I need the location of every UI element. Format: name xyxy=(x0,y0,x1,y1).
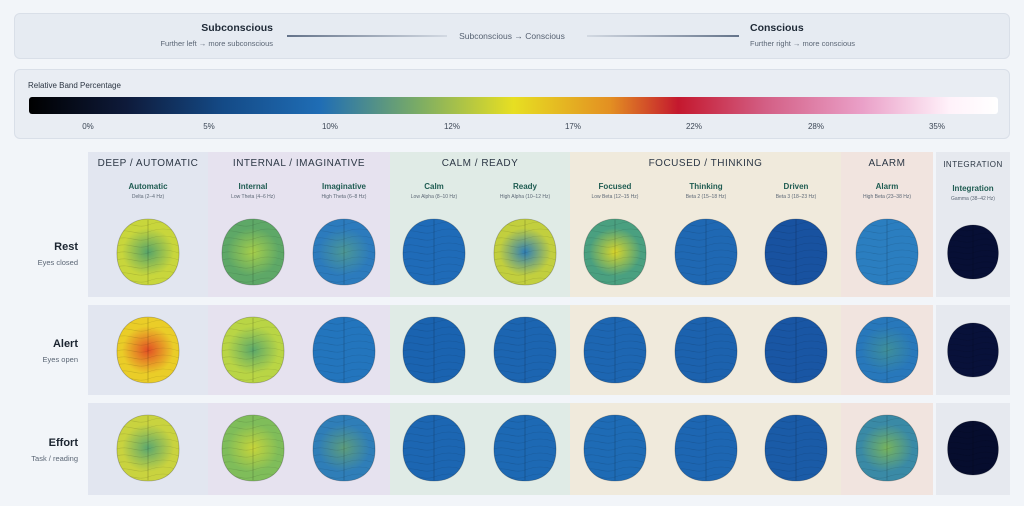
subconscious-label-group: Subconscious Further left → more subcons… xyxy=(160,22,273,48)
column-frequency: Beta 2 (15–18 Hz) xyxy=(685,194,727,200)
column-frequency: High Beta (23–38 Hz) xyxy=(862,194,912,200)
colorbar-tick: 22% xyxy=(685,122,702,131)
brain-topomap xyxy=(493,414,557,482)
brain-topomap xyxy=(583,414,647,482)
brain-topomap xyxy=(764,218,828,286)
conscious-axis-banner: Subconscious Further left → more subcons… xyxy=(14,13,1010,59)
column-frequency: High Theta (6–8 Hz) xyxy=(321,194,367,200)
brain-topomap xyxy=(312,414,376,482)
column-name: Driven xyxy=(783,182,809,191)
row-separator xyxy=(14,395,1010,403)
row-label-rest: Rest Eyes closed xyxy=(14,241,78,267)
conscious-subtitle: Further right → more conscious xyxy=(750,39,856,48)
column-header-thinking: Thinking Beta 2 (15–18 Hz) xyxy=(661,182,751,200)
column-header-focused: Focused Low Beta (12–15 Hz) xyxy=(570,182,660,200)
brain-topomap xyxy=(402,414,466,482)
column-frequency: Gamma (38–42 Hz) xyxy=(951,196,995,202)
conscious-title: Conscious xyxy=(750,22,804,34)
column-name: Integration xyxy=(952,184,994,193)
brain-topomap xyxy=(312,316,376,384)
brain-topomap xyxy=(674,218,738,286)
column-header-internal: Internal Low Theta (4–6 Hz) xyxy=(208,182,298,200)
brain-topomap xyxy=(583,218,647,286)
colorbar-tick: 35% xyxy=(928,122,945,131)
row-label-effort: Effort Task / reading xyxy=(14,437,78,463)
brain-topomap xyxy=(221,414,285,482)
column-name: Alarm xyxy=(875,182,899,191)
column-name: Focused xyxy=(598,182,632,191)
category-label-integration: INTEGRATION xyxy=(943,160,1003,169)
brain-topomap xyxy=(312,218,376,286)
row-subtitle: Eyes open xyxy=(42,355,78,364)
brain-topomap xyxy=(855,414,919,482)
row-subtitle: Eyes closed xyxy=(37,258,78,267)
brain-topomap xyxy=(493,316,557,384)
colorbar-tick: 0% xyxy=(82,122,94,131)
column-frequency: Low Beta (12–15 Hz) xyxy=(591,194,639,200)
brain-topomap xyxy=(221,316,285,384)
brain-topomap xyxy=(116,414,180,482)
brain-topomap xyxy=(116,316,180,384)
subconscious-title: Subconscious xyxy=(201,22,273,34)
column-frequency: Low Theta (4–6 Hz) xyxy=(231,194,275,200)
brain-topomap xyxy=(855,218,919,286)
axis-line-left xyxy=(287,35,447,37)
colorbar-gradient xyxy=(29,97,998,114)
column-frequency: Delta (2–4 Hz) xyxy=(131,194,165,200)
column-name: Calm xyxy=(424,182,444,191)
column-frequency: Beta 3 (18–23 Hz) xyxy=(775,194,817,200)
category-label-focused: FOCUSED / THINKING xyxy=(648,158,763,169)
row-name: Alert xyxy=(52,338,78,350)
column-header-automatic: Automatic Delta (2–4 Hz) xyxy=(103,182,193,200)
colorbar-tick: 12% xyxy=(443,122,460,131)
column-header-driven: Driven Beta 3 (18–23 Hz) xyxy=(751,182,841,200)
column-frequency: High Alpha (10–12 Hz) xyxy=(499,194,551,200)
brain-topomap xyxy=(764,414,828,482)
row-subtitle: Task / reading xyxy=(31,454,78,463)
category-label-alarm: ALARM xyxy=(868,158,906,169)
brain-topomap xyxy=(116,218,180,286)
colorbar-tick: 10% xyxy=(321,122,338,131)
brain-topomap xyxy=(402,316,466,384)
conscious-label-group: Conscious Further right → more conscious xyxy=(750,22,855,48)
brain-topomap xyxy=(855,316,919,384)
row-separator xyxy=(14,297,1010,305)
colorbar-tick: 5% xyxy=(203,122,215,131)
column-frequency: Low Alpha (8–10 Hz) xyxy=(410,194,458,200)
row-label-alert: Alert Eyes open xyxy=(14,338,78,364)
brain-topomap xyxy=(221,218,285,286)
colorbar-title: Relative Band Percentage xyxy=(28,81,121,90)
brain-topomap xyxy=(947,420,999,476)
brain-topomap xyxy=(674,414,738,482)
axis-center-label: Subconscious → Conscious xyxy=(459,31,565,41)
colorbar-tick: 28% xyxy=(807,122,824,131)
row-name: Effort xyxy=(48,437,78,449)
brain-topomap xyxy=(764,316,828,384)
column-name: Imaginative xyxy=(321,182,366,191)
subconscious-subtitle: Further left → more subconscious xyxy=(160,39,273,48)
category-label-deep: DEEP / AUTOMATIC xyxy=(97,158,199,169)
column-name: Ready xyxy=(512,182,537,191)
category-label-internal: INTERNAL / IMAGINATIVE xyxy=(232,158,366,169)
row-name: Rest xyxy=(54,241,78,253)
column-name: Automatic xyxy=(128,182,168,191)
brain-topomap xyxy=(947,224,999,280)
column-name: Internal xyxy=(238,182,268,191)
colorbar-tick: 17% xyxy=(564,122,581,131)
brain-topomap xyxy=(947,322,999,378)
column-header-alarm: Alarm High Beta (23–38 Hz) xyxy=(842,182,932,200)
column-name: Thinking xyxy=(689,182,723,191)
colorbar-panel: Relative Band Percentage 0% 5% 10% 12% 1… xyxy=(14,69,1010,139)
column-header-imaginative: Imaginative High Theta (6–8 Hz) xyxy=(299,182,389,200)
brain-topomap xyxy=(583,316,647,384)
column-header-calm: Calm Low Alpha (8–10 Hz) xyxy=(389,182,479,200)
axis-line-right xyxy=(587,35,739,37)
column-header-integration: Integration Gamma (38–42 Hz) xyxy=(928,184,1018,202)
category-label-calm: CALM / READY xyxy=(441,158,519,169)
brain-topomap xyxy=(493,218,557,286)
brain-topomap xyxy=(402,218,466,286)
column-header-ready: Ready High Alpha (10–12 Hz) xyxy=(480,182,570,200)
brain-topomap xyxy=(674,316,738,384)
